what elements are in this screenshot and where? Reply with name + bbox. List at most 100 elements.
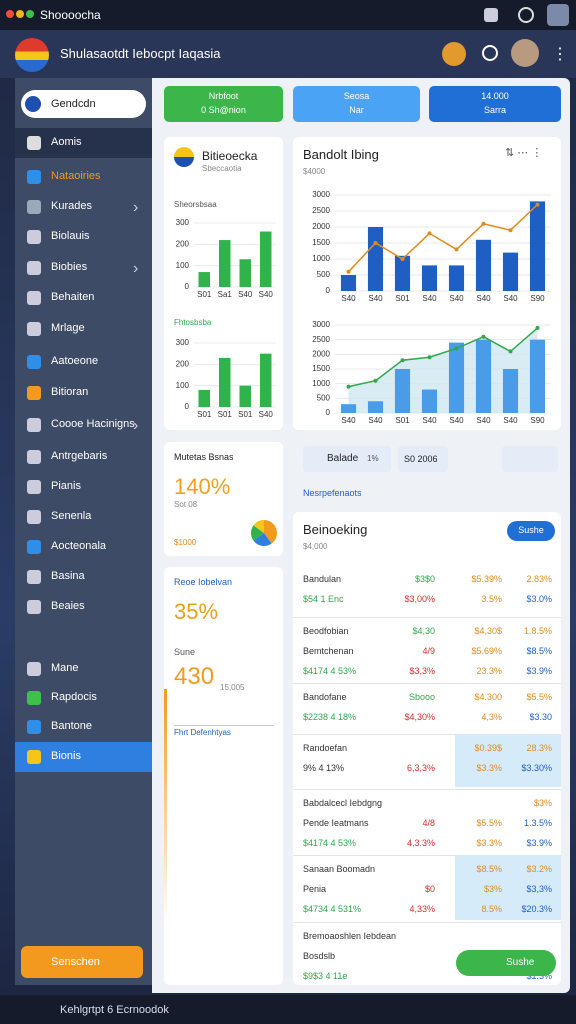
line-point <box>346 269 351 274</box>
item-label: Rapdocis <box>51 691 97 703</box>
sidebar-item[interactable]: Bantone <box>15 712 152 742</box>
user-icon[interactable] <box>442 42 466 66</box>
x-tick-label: S40 <box>449 416 464 425</box>
sidebar-item[interactable]: Biobies › <box>15 253 152 283</box>
highlight <box>455 734 561 787</box>
sidebar-item[interactable]: Coooe Hacinigns › <box>15 410 152 440</box>
x-tick-label: S40 <box>476 416 491 425</box>
y-tick-label: 2000 <box>312 349 330 358</box>
menu-icon[interactable]: ⋮ <box>552 46 568 63</box>
sidebar-item[interactable]: Bionis <box>15 742 152 772</box>
sidebar-item[interactable]: Mane <box>15 654 152 684</box>
metric-value: 140% <box>174 474 231 499</box>
row-label: $4174 4 53% <box>303 838 357 848</box>
goal-note: 15,005 <box>220 683 245 692</box>
profile-avatar[interactable] <box>511 39 539 67</box>
action-line1: 14.000 <box>481 91 509 101</box>
item-label: Nataoiries <box>51 170 101 182</box>
sidebar-item[interactable]: Basina <box>15 562 152 592</box>
sidebar-item[interactable]: Nataoiries <box>15 162 152 192</box>
x-tick-label: S40 <box>341 294 356 303</box>
line-point <box>373 378 378 383</box>
row-cell: Sbooo <box>408 692 435 702</box>
row-cell: $3.2% <box>526 864 552 874</box>
item-label: Kurades <box>51 200 92 212</box>
footer-button[interactable]: Sushe <box>456 950 556 976</box>
sidebar-button[interactable]: Senschen <box>21 946 143 978</box>
goal-card: Reoe Iobelvan 35% Sune 430 15,005 Fhrt Defenh… <box>164 567 283 985</box>
bar <box>475 239 492 291</box>
highlight <box>455 855 561 920</box>
sidebar-item[interactable]: Aomis <box>15 128 152 158</box>
toolbar-link: Nesrpefenaots <box>303 488 362 498</box>
sidebar-button-text: Senschen <box>51 956 100 968</box>
sidebar-item[interactable]: Senenla <box>15 502 152 532</box>
row-cell: 4,3% <box>481 712 502 722</box>
row-cell: $20.3% <box>521 904 552 914</box>
avatar[interactable] <box>547 4 569 26</box>
row-cell: $3.30 <box>529 712 552 722</box>
row-cell: $3.30% <box>521 763 552 773</box>
row-divider <box>293 922 561 923</box>
x-tick-label: Sa1 <box>218 290 233 299</box>
y-tick-label: 300 <box>176 338 190 347</box>
sidebar-item[interactable]: Kurades › <box>15 192 152 222</box>
table-title: Beinoeking <box>303 522 368 537</box>
row-label: Bemtchenan <box>303 646 354 656</box>
action-button[interactable]: Nrbfoot 0 Sh@nion <box>164 86 283 122</box>
table-button[interactable]: Sushe <box>507 521 555 541</box>
card-tools: ⇅ ⋯ ⋮ <box>505 147 543 159</box>
bell-icon[interactable] <box>484 8 498 22</box>
card-subtitle: Sbeccaotia <box>202 164 242 173</box>
sidebar-item[interactable]: Antrgebaris <box>15 442 152 472</box>
sidebar-item[interactable]: Biolauis <box>15 222 152 252</box>
item-icon <box>27 750 41 764</box>
action-button[interactable]: Seosa Nar <box>293 86 420 122</box>
goal-link[interactable]: Fhrt Defenhtyas <box>174 728 231 737</box>
header: Shulasaotdt Iebocpt Iaqasia ⋮ <box>0 30 576 78</box>
bar <box>502 369 519 413</box>
y-tick-label: 2500 <box>312 335 330 344</box>
row-label: $4734 4 531% <box>303 904 362 914</box>
item-label: Bionis <box>51 750 81 762</box>
chat-icon[interactable] <box>482 45 498 61</box>
sidebar-item[interactable]: Bitioran <box>15 378 152 408</box>
sidebar-item[interactable]: Behaiten <box>15 283 152 313</box>
y-tick-label: 1000 <box>312 254 330 263</box>
action-button[interactable]: 14.000 Sarra <box>429 86 561 122</box>
line-point <box>508 228 513 233</box>
item-label: Basina <box>51 570 85 582</box>
sidebar-item[interactable]: Beaies <box>15 592 152 622</box>
filter-chip[interactable]: Balade 1% <box>303 446 391 472</box>
item-label: Senenla <box>51 510 92 522</box>
row-cell: 28.3% <box>526 743 552 753</box>
toolbar-link-wrap[interactable]: Nesrpefenaots <box>303 488 423 502</box>
sidebar-item[interactable]: Rapdocis <box>15 683 152 713</box>
search[interactable]: Gendcdn <box>21 90 146 118</box>
logo[interactable] <box>15 38 49 72</box>
line <box>347 204 539 273</box>
y-tick-label: 0 <box>326 286 331 295</box>
row-cell: 4,3.3% <box>406 838 435 848</box>
row-label: Babdalcecl Iebdgng <box>303 798 383 808</box>
bar <box>198 272 210 287</box>
row-cell: $3,3% <box>409 666 435 676</box>
row-cell: $5.39% <box>471 574 502 584</box>
item-icon <box>27 355 41 369</box>
x-tick-label: S40 <box>422 294 437 303</box>
date-chip[interactable]: S0 2006 <box>398 446 448 472</box>
x-tick-label: S90 <box>530 294 545 303</box>
item-label: Bitioran <box>51 386 89 398</box>
sidebar-item[interactable]: Mrlage <box>15 314 152 344</box>
sidebar-item[interactable]: Aocteonala <box>15 532 152 562</box>
chevron: › <box>133 260 139 277</box>
x-tick-label: S01 <box>218 410 233 419</box>
sidebar-item[interactable]: Aatoeone <box>15 347 152 377</box>
item-icon <box>27 230 41 244</box>
tool-chip[interactable] <box>502 446 558 472</box>
bar <box>394 255 411 291</box>
sidebar-item[interactable]: Pianis <box>15 472 152 502</box>
line-point <box>481 334 486 339</box>
help-icon[interactable] <box>518 7 534 23</box>
